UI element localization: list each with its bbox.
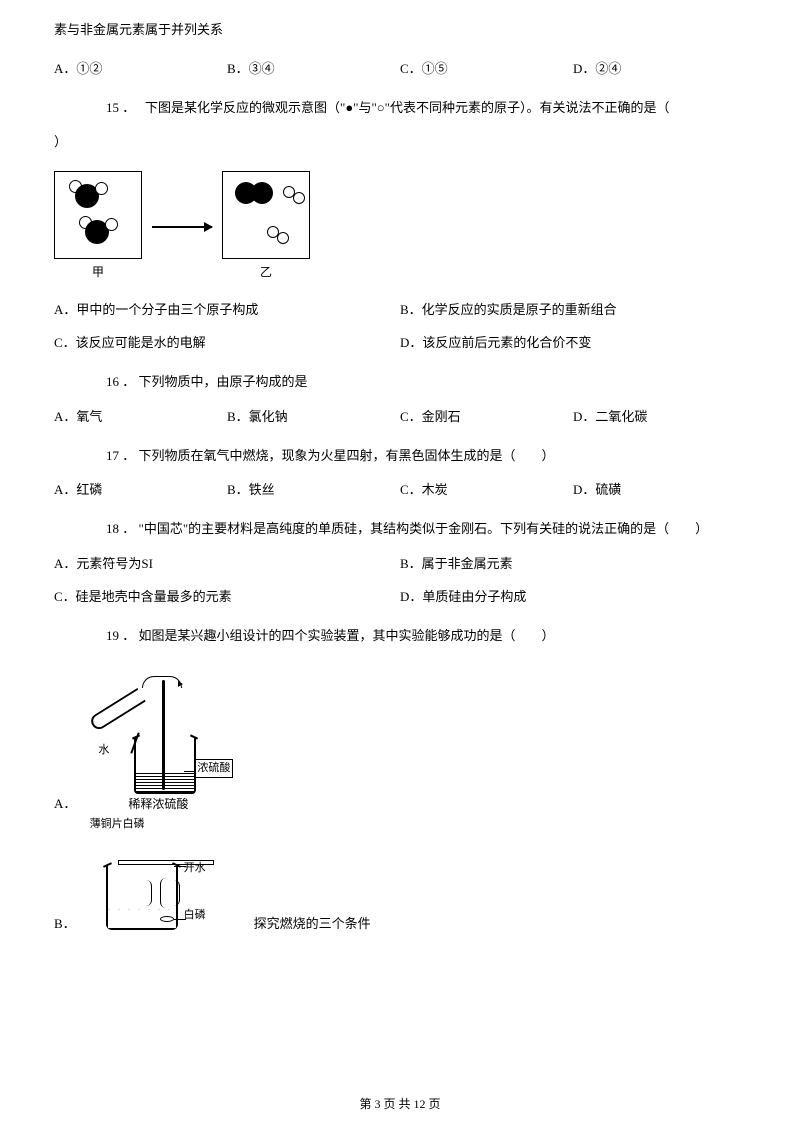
white-p-label: 白磷	[184, 907, 206, 925]
q18-opt-b: B．属于非金属元素	[400, 554, 746, 575]
q15-diagram: 甲 乙	[54, 171, 746, 282]
q15-tail: ）	[54, 132, 746, 153]
q19-exp-a: A． 水 浓硫酸 稀释浓硫酸	[54, 674, 746, 814]
pour-tube-icon	[89, 688, 147, 732]
q17-opt-b: B．铁丝	[227, 480, 400, 501]
boiling-water-label: 开水	[184, 860, 206, 878]
dilute-acid-diagram: 水 浓硫酸 稀释浓硫酸	[84, 674, 234, 814]
beaker2-icon	[106, 866, 178, 930]
q15-opt-c: C．该反应可能是水的电解	[54, 333, 400, 354]
q19-expB-label: B．	[54, 914, 76, 935]
q16-opt-b: B．氯化钠	[227, 407, 400, 428]
q18-opts-row1: A．元素符号为SI B．属于非金属元素	[54, 554, 746, 575]
q18-opts-row2: C．硅是地壳中含量最多的元素 D．单质硅由分子构成	[54, 587, 746, 608]
q19-number: 19 ．	[80, 626, 135, 647]
acid-label: 浓硫酸	[194, 759, 233, 779]
q16-options: A．氧气 B．氯化钠 C．金刚石 D．二氧化碳	[54, 407, 746, 428]
expB-caption: 探究燃烧的三个条件	[254, 914, 371, 935]
q15-opts-row2: C．该反应可能是水的电解 D．该反应前后元素的化合价不变	[54, 333, 746, 354]
q19-expA-label: A．	[54, 794, 76, 815]
intro-options: A．①② B．③④ C．①⑤ D．②④	[54, 59, 746, 80]
q18-opt-a: A．元素符号为SI	[54, 554, 400, 575]
q18-opt-d: D．单质硅由分子构成	[400, 587, 746, 608]
water-label: 水	[98, 742, 109, 760]
q16-opt-c: C．金刚石	[400, 407, 573, 428]
q19-exp-b: B． 薄铜片白磷 开水 白磷 探究燃烧的三个条件	[54, 824, 746, 934]
q15-box2-label: 乙	[222, 263, 310, 282]
arrow-right-icon	[152, 226, 212, 228]
q17-opt-c: C．木炭	[400, 480, 573, 501]
q16-opt-a: A．氧气	[54, 407, 227, 428]
copper-label: 薄铜片白磷	[90, 816, 145, 834]
combustion-diagram: 薄铜片白磷 开水 白磷	[84, 824, 254, 934]
opt-d: D．②④	[573, 59, 746, 80]
q15-opts-row1: A．甲中的一个分子由三个原子构成 B．化学反应的实质是原子的重新组合	[54, 300, 746, 321]
q15-opt-d: D．该反应前后元素的化合价不变	[400, 333, 746, 354]
beaker-icon	[134, 738, 196, 794]
steam-icon	[160, 878, 166, 908]
opt-a: A．①②	[54, 59, 227, 80]
q17-number: 17 ．	[80, 446, 135, 467]
q15-text: 下图是某化学反应的微观示意图（"●"与"○"代表不同种元素的原子）。有关说法不正…	[145, 100, 669, 115]
steam-icon	[146, 880, 152, 906]
q16-text: 下列物质中，由原子构成的是	[139, 374, 308, 389]
q17-opt-d: D．硫磺	[573, 480, 746, 501]
q15-box-jia	[54, 171, 142, 259]
q16-stem: 16 ． 下列物质中，由原子构成的是	[54, 372, 746, 393]
q15-opt-a: A．甲中的一个分子由三个原子构成	[54, 300, 400, 321]
expA-caption: 稀释浓硫酸	[128, 795, 188, 814]
opt-c: C．①⑤	[400, 59, 573, 80]
page-footer: 第 3 页 共 12 页	[0, 1095, 800, 1114]
q16-opt-d: D．二氧化碳	[573, 407, 746, 428]
q15-stem: 15 ． 下图是某化学反应的微观示意图（"●"与"○"代表不同种元素的原子）。有…	[54, 98, 746, 119]
q15-opt-b: B．化学反应的实质是原子的重新组合	[400, 300, 746, 321]
q18-stem: 18 ． "中国芯"的主要材料是高纯度的单质硅，其结构类似于金刚石。下列有关硅的…	[54, 519, 746, 540]
q16-number: 16 ．	[80, 372, 135, 393]
q18-text: "中国芯"的主要材料是高纯度的单质硅，其结构类似于金刚石。下列有关硅的说法正确的…	[139, 521, 709, 536]
q17-text: 下列物质在氧气中燃烧，现象为火星四射，有黑色固体生成的是（ ）	[139, 448, 555, 463]
q17-stem: 17 ． 下列物质在氧气中燃烧，现象为火星四射，有黑色固体生成的是（ ）	[54, 446, 746, 467]
q15-box1-label: 甲	[54, 263, 142, 282]
liquid-fill-icon	[136, 772, 194, 792]
q17-options: A．红磷 B．铁丝 C．木炭 D．硫磺	[54, 480, 746, 501]
q18-number: 18 ．	[80, 519, 135, 540]
q18-opt-c: C．硅是地壳中含量最多的元素	[54, 587, 400, 608]
q19-text: 如图是某兴趣小组设计的四个实验装置，其中实验能够成功的是（ ）	[139, 628, 555, 643]
q17-opt-a: A．红磷	[54, 480, 227, 501]
opt-b: B．③④	[227, 59, 400, 80]
q15-number: 15 ．	[80, 98, 135, 119]
steam-icon	[174, 880, 180, 906]
q15-box-yi	[222, 171, 310, 259]
q19-stem: 19 ． 如图是某兴趣小组设计的四个实验装置，其中实验能够成功的是（ ）	[54, 626, 746, 647]
intro-fragment: 素与非金属元素属于并列关系	[54, 20, 746, 41]
